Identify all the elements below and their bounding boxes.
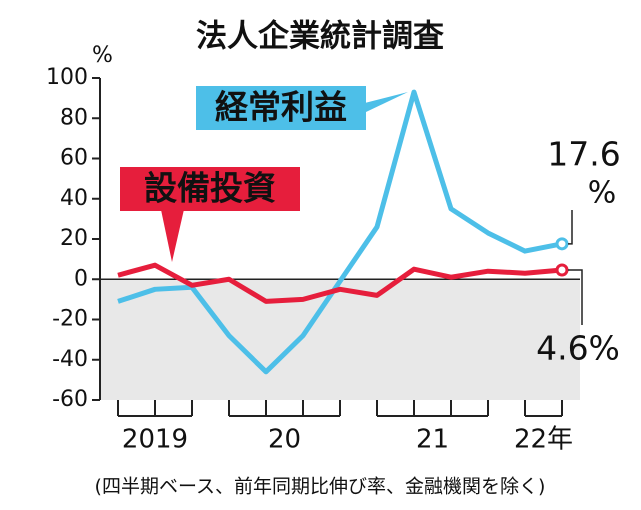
year-label: 2019	[122, 425, 188, 455]
legend-label: 設備投資	[144, 169, 276, 208]
y-tick-label: -20	[52, 307, 88, 332]
data-label: 4.6%	[536, 329, 620, 368]
legend-pointer	[160, 205, 185, 262]
y-tick-label: 80	[60, 105, 88, 130]
label-leader	[568, 269, 583, 325]
y-unit: %	[92, 43, 113, 68]
end-point	[555, 263, 569, 277]
negative-area	[100, 279, 580, 400]
series-line	[117, 262, 563, 304]
y-tick-label: 0	[74, 266, 88, 291]
legend-box	[120, 167, 300, 211]
data-label: 17.6	[547, 135, 620, 174]
chart-title: 法人企業統計調査	[196, 19, 444, 55]
year-label: 22年	[514, 425, 573, 455]
end-point	[555, 237, 569, 251]
footnote: (四半期ベース、前年同期比伸び率、金融機関を除く)	[95, 476, 546, 498]
y-tick-label: -40	[52, 347, 88, 372]
label-leader	[568, 210, 573, 245]
y-tick-label: -60	[52, 387, 88, 412]
legend-box	[196, 86, 366, 130]
y-tick-label: 100	[46, 65, 88, 90]
y-tick-label: 60	[60, 146, 88, 171]
data-label-unit: %	[588, 176, 617, 211]
y-tick-label: 20	[60, 226, 88, 251]
y-tick-label: 40	[60, 186, 88, 211]
legend-label: 経常利益	[215, 88, 347, 127]
year-label: 20	[268, 425, 301, 455]
year-label: 21	[416, 425, 449, 455]
